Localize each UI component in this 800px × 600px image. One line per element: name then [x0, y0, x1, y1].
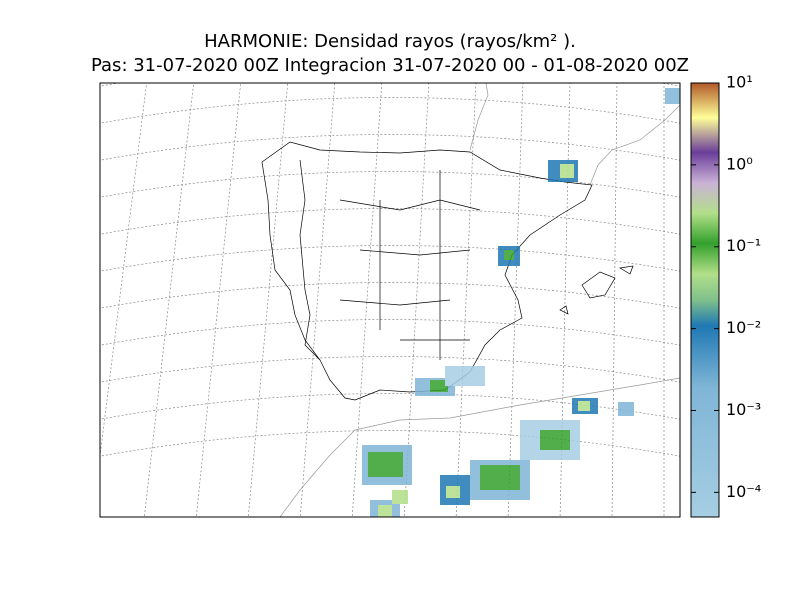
meridian — [0, 80, 6, 520]
parallel — [100, 430, 680, 457]
parallel — [100, 319, 680, 346]
meridian — [143, 83, 195, 517]
meridian — [40, 80, 100, 520]
parallel — [100, 356, 680, 383]
colorbar-tick-label: 10⁻¹ — [726, 236, 761, 255]
iberia-coast — [261, 141, 593, 401]
parallel — [100, 245, 680, 272]
meridian — [299, 83, 336, 517]
title-line: HARMONIE: Densidad rayos (rayos/km² ). — [204, 31, 576, 52]
meridian — [351, 83, 383, 517]
parallel — [100, 171, 680, 198]
parallel — [100, 282, 680, 309]
africa-coast — [279, 377, 680, 517]
parallel — [100, 97, 680, 124]
lightning — [362, 88, 680, 517]
france-coast — [469, 83, 680, 186]
meridian — [195, 83, 242, 517]
colorbar-tick-label: 10⁻² — [726, 318, 761, 337]
colorbar-tick-label: 10⁰ — [726, 154, 753, 173]
meridian — [611, 83, 618, 517]
parallel — [100, 208, 680, 235]
balearic-islands — [559, 265, 634, 315]
meridian — [100, 83, 147, 459]
map — [0, 80, 680, 520]
colorbar-tick-label: 10⁻³ — [726, 400, 761, 419]
colorbar-tick-label: 10¹ — [726, 73, 753, 92]
colorbar-tick-label: 10⁻⁴ — [726, 482, 761, 501]
meridian — [507, 83, 524, 517]
parallel — [100, 393, 680, 420]
title-line: Pas: 31-07-2020 00Z Integracion 31-07-20… — [91, 55, 689, 76]
map-frame — [99, 82, 681, 518]
meridian — [247, 83, 289, 517]
province-borders — [299, 159, 481, 361]
meridian — [0, 80, 53, 520]
meridian — [455, 83, 477, 517]
colorbar — [690, 82, 720, 518]
parallel — [100, 134, 680, 161]
